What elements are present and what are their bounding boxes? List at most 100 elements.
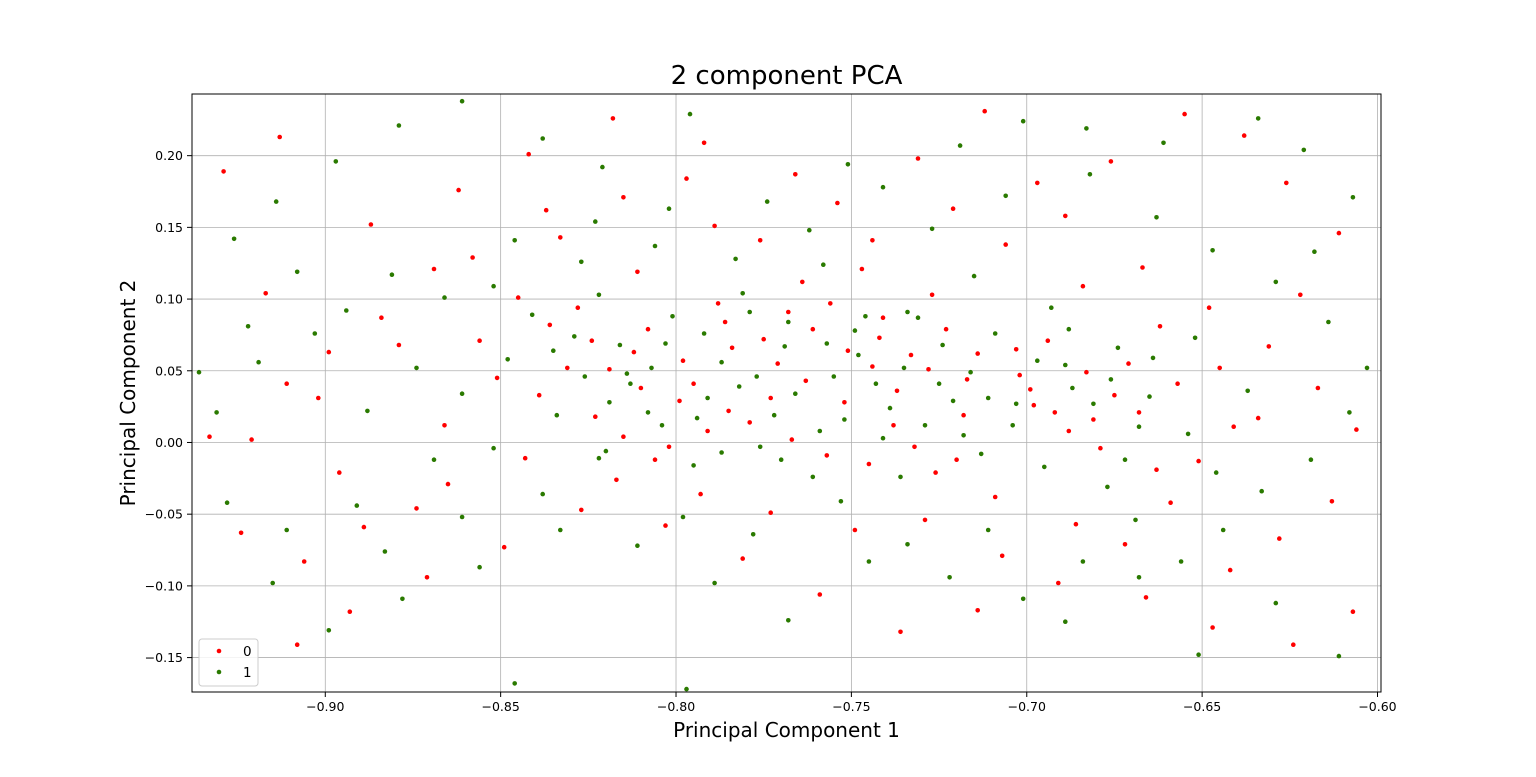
scatter-point-series-0 [301,559,307,564]
scatter-point-series-0 [579,507,584,513]
scatter-point-series-0 [424,575,430,580]
scatter-point-series-0 [1255,415,1261,421]
scatter-point-series-1 [1108,377,1114,382]
scatter-point-series-0 [249,437,254,442]
scatter-point-series-1 [572,334,577,339]
scatter-point-series-0 [284,381,290,387]
scatter-point-series-0 [1266,344,1272,349]
scatter-point-series-1 [821,262,826,268]
scatter-point-series-1 [750,532,756,537]
scatter-point-series-0 [1013,347,1019,352]
scatter-point-series-0 [543,207,549,213]
scatter-point-series-1 [1035,358,1040,364]
scatter-point-series-1 [628,381,633,387]
scatter-point-series-1 [1347,410,1352,415]
scatter-point-series-0 [1108,159,1114,164]
scatter-point-series-0 [789,437,795,442]
scatter-point-series-0 [1329,499,1335,504]
scatter-point-series-1 [540,136,545,141]
scatter-point-series-1 [1245,388,1250,394]
x-tick-label: −0.60 [1358,699,1396,714]
scatter-point-series-0 [842,400,847,405]
scatter-point-series-1 [947,575,952,580]
scatter-point-series-0 [1350,609,1356,614]
scatter-point-series-1 [701,331,707,336]
scatter-point-series-1 [596,292,602,298]
scatter-point-series-0 [207,434,212,440]
y-tick-label: 0.00 [155,435,183,450]
scatter-point-series-1 [1255,116,1261,121]
scatter-point-series-0 [547,322,553,328]
scatter-point-series-0 [515,295,521,300]
scatter-point-series-1 [831,374,837,379]
scatter-point-series-0 [933,470,938,475]
scatter-point-series-0 [786,309,791,315]
scatter-point-series-1 [992,331,998,336]
scatter-point-series-0 [1035,180,1040,186]
y-tick-label: −0.05 [145,507,183,522]
scatter-point-series-1 [1115,345,1121,351]
scatter-point-series-1 [1210,248,1215,253]
legend-box [198,638,259,687]
scatter-point-series-0 [1073,521,1079,527]
scatter-point-series-1 [663,341,668,346]
scatter-point-series-0 [677,398,682,404]
scatter-point-series-0 [852,527,858,533]
scatter-point-series-1 [1220,527,1226,533]
scatter-point-series-1 [786,618,791,623]
scatter-point-series-1 [733,256,738,262]
scatter-point-series-1 [1273,600,1279,606]
scatter-point-series-0 [1063,213,1068,219]
scatter-point-series-1 [551,348,556,354]
scatter-point-series-1 [705,395,710,401]
scatter-point-series-1 [873,381,879,387]
scatter-point-series-0 [870,364,875,369]
scatter-point-series-1 [442,295,447,300]
scatter-point-series-0 [666,444,672,450]
scatter-point-series-0 [501,544,507,550]
scatter-point-series-1 [1122,457,1128,463]
scatter-point-series-1 [1196,652,1201,657]
scatter-point-series-0 [964,377,970,382]
scatter-point-series-0 [442,423,447,428]
scatter-point-series-0 [761,336,766,342]
scatter-point-series-1 [652,243,658,249]
scatter-point-series-0 [1231,424,1236,430]
scatter-point-series-0 [908,352,914,358]
scatter-point-series-1 [1010,423,1015,428]
scatter-point-series-1 [901,365,907,371]
scatter-point-series-0 [757,238,763,243]
scatter-point-series-0 [768,395,773,401]
scatter-point-series-0 [1182,111,1187,117]
scatter-point-series-1 [1070,385,1075,391]
scatter-point-series-0 [705,428,710,434]
scatter-point-series-1 [414,365,419,371]
scatter-point-series-1 [558,527,563,533]
scatter-point-series-0 [536,392,542,398]
scatter-point-series-0 [684,176,689,181]
scatter-point-series-1 [786,319,791,325]
scatter-point-series-1 [529,312,535,318]
scatter-point-series-0 [1227,567,1233,573]
scatter-point-series-1 [1084,126,1089,131]
scatter-point-series-1 [1049,305,1054,311]
scatter-point-series-0 [316,395,321,401]
scatter-point-series-1 [880,184,886,190]
scatter-point-series-0 [1080,283,1086,289]
scatter-point-series-1 [1150,355,1156,361]
x-tick-label: −0.85 [481,699,519,714]
scatter-point-series-1 [852,328,858,333]
scatter-point-series-0 [866,461,872,467]
scatter-point-series-1 [1020,596,1026,602]
scatter-point-series-1 [224,500,230,506]
scatter-point-series-0 [912,444,917,450]
scatter-point-series-0 [810,326,816,332]
scatter-point-series-0 [954,457,959,463]
scatter-point-series-0 [558,235,563,240]
scatter-point-series-1 [1213,470,1219,475]
scatter-point-series-0 [950,206,956,211]
scatter-point-series-1 [1003,193,1008,199]
legend-label-1: 1 [243,665,252,681]
scatter-point-series-0 [1066,428,1072,434]
